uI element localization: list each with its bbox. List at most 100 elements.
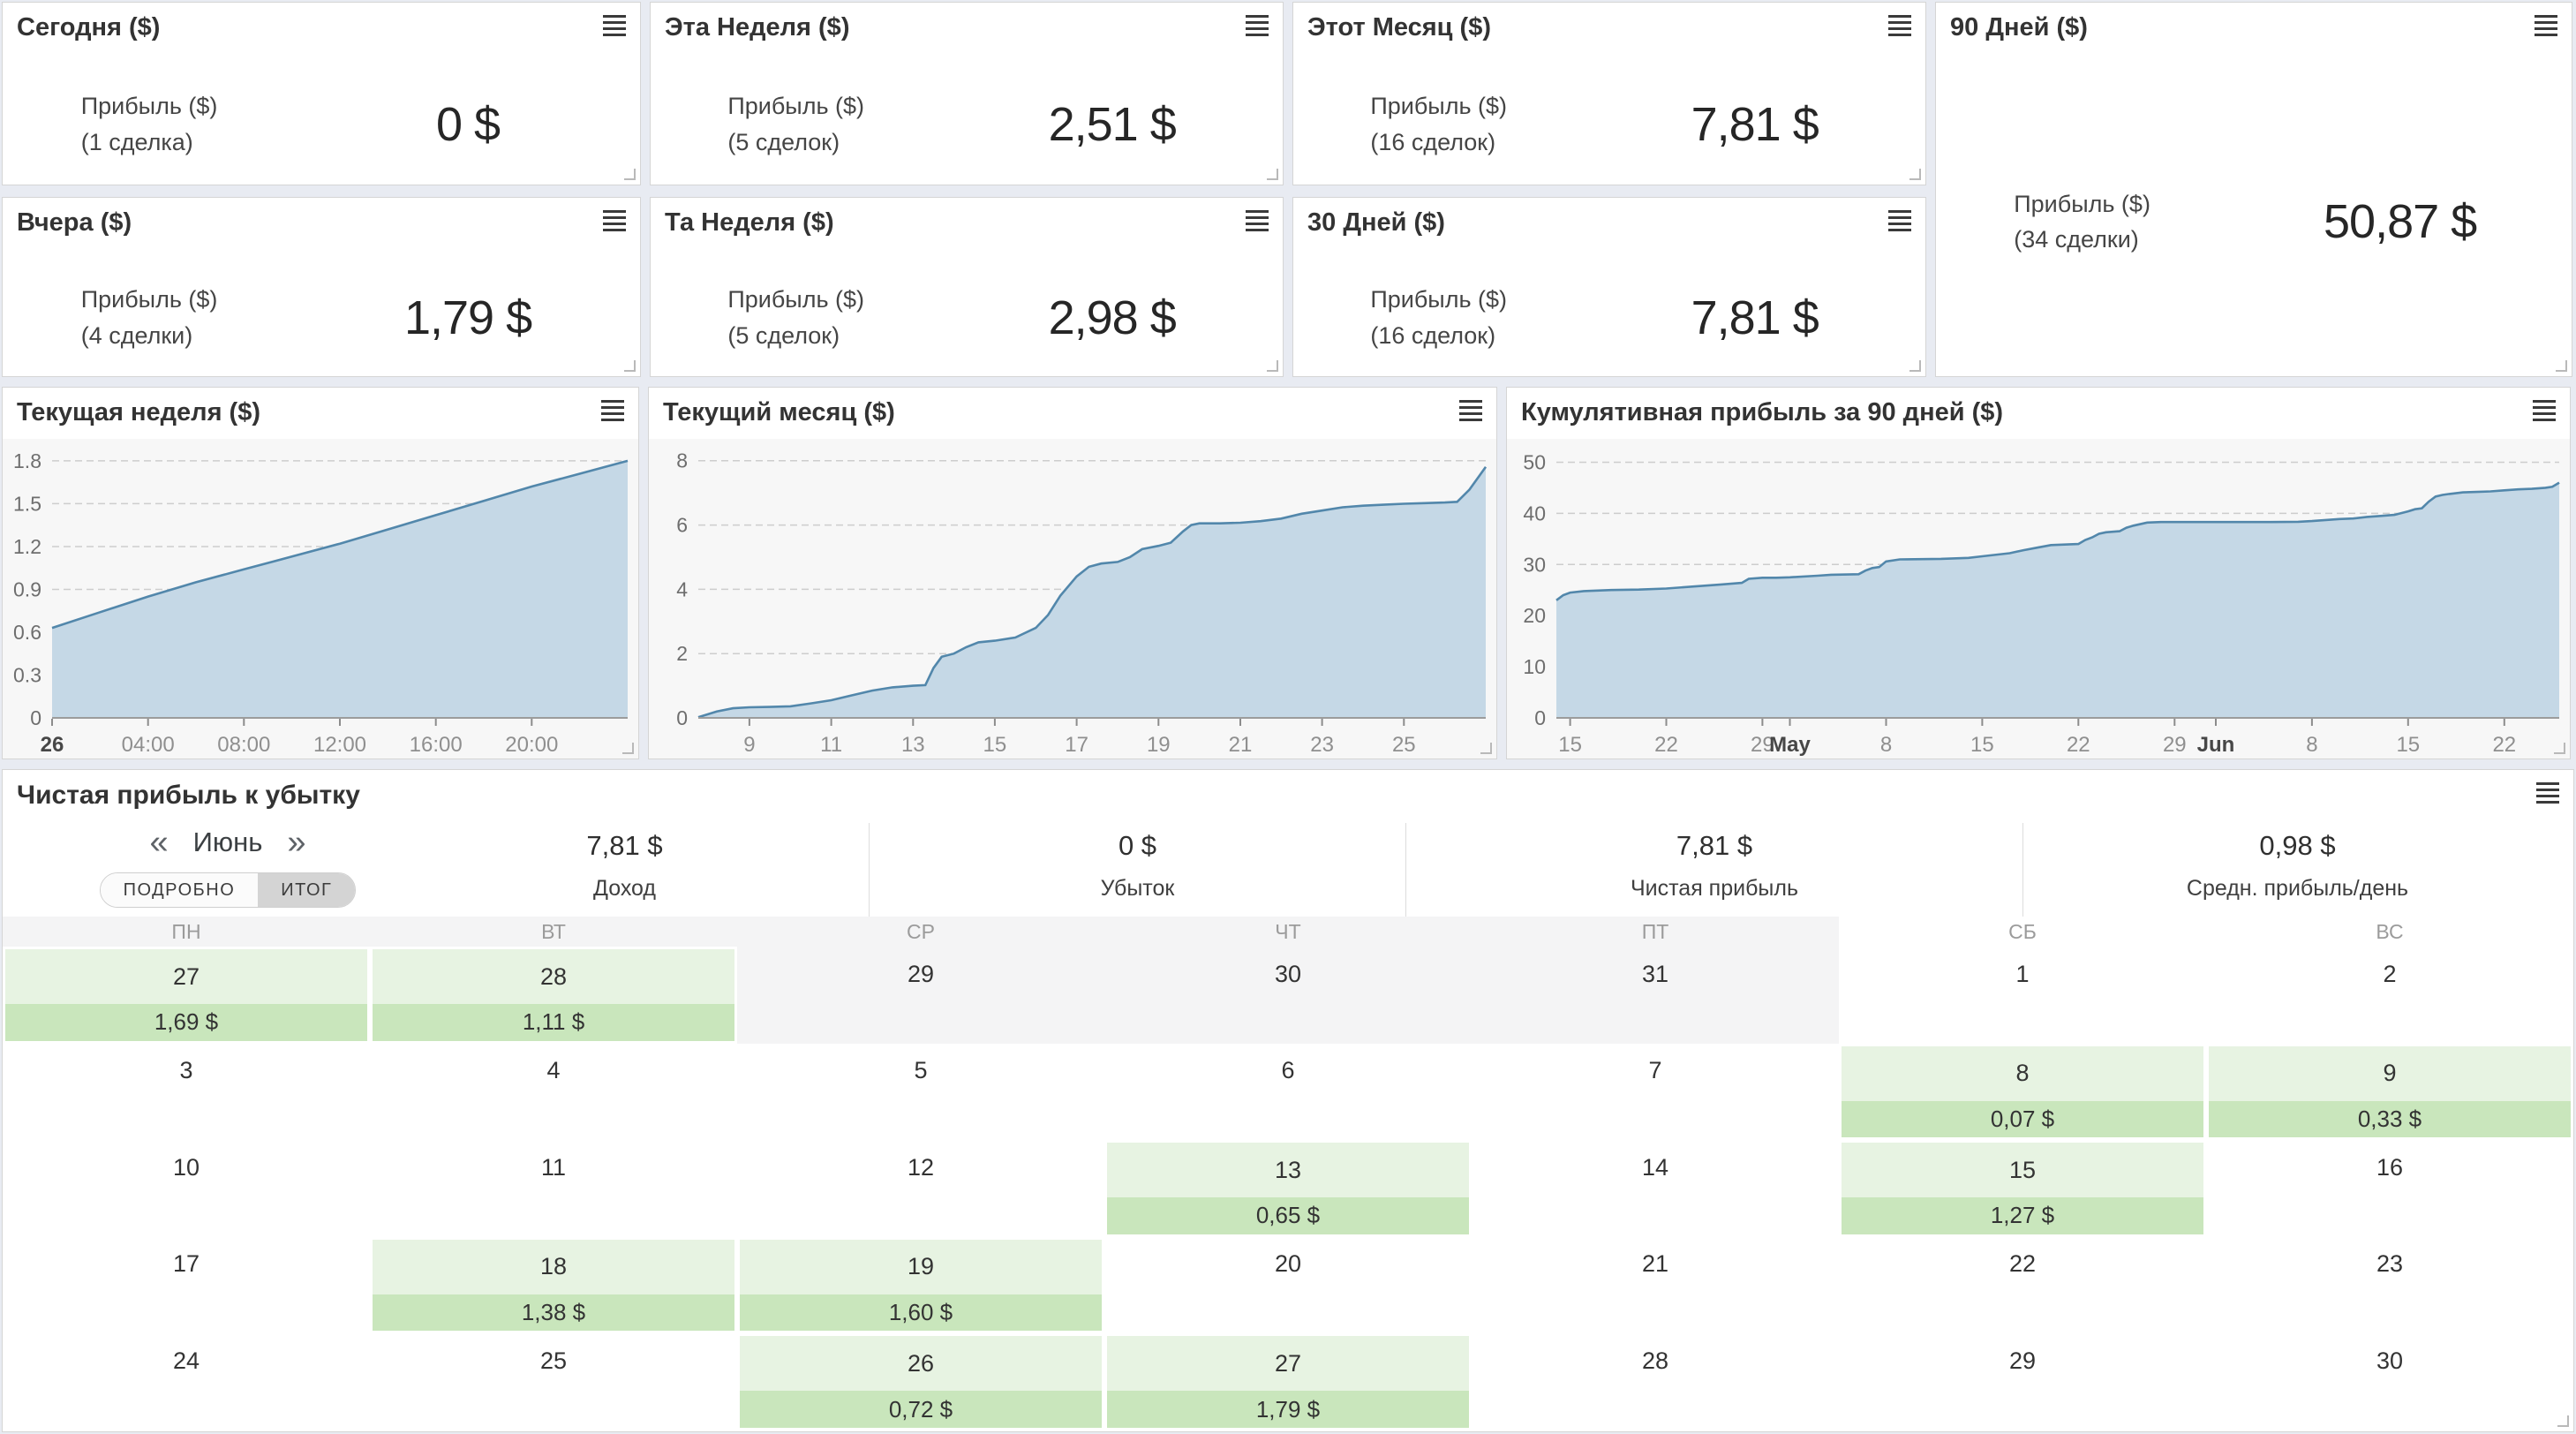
- resize-grip[interactable]: [1909, 360, 1921, 372]
- svg-text:29: 29: [2163, 733, 2187, 757]
- calendar-day-number: 7: [1648, 1057, 1662, 1084]
- metric-label: Прибыль ($) (4 сделки): [81, 282, 218, 353]
- pnl-title: Чистая прибыль к убытку: [17, 781, 360, 810]
- resize-grip[interactable]: [2556, 360, 2567, 372]
- menu-icon[interactable]: [2533, 400, 2556, 421]
- calendar-day-cell: 8 0,07 $: [1839, 1043, 2206, 1141]
- next-month-button[interactable]: »: [287, 824, 306, 861]
- calendar-day-cell: 11: [370, 1140, 737, 1237]
- month-label: Июнь: [192, 826, 263, 857]
- stat-body: Прибыль ($) (16 сделок) 7,81 $: [1293, 238, 1925, 376]
- card-title: 90 Дней ($): [1950, 13, 2088, 42]
- menu-icon[interactable]: [603, 210, 626, 231]
- total-toggle-button[interactable]: ИТОГ: [258, 873, 356, 907]
- svg-text:22: 22: [1654, 733, 1678, 757]
- calendar-day-value: 1,60 $: [740, 1294, 1102, 1332]
- metric-trades: (5 сделок): [727, 128, 840, 155]
- calendar-day-number: 21: [1641, 1250, 1669, 1278]
- resize-grip[interactable]: [1909, 169, 1921, 180]
- metric-value: 0 $: [436, 97, 501, 151]
- calendar-week-row: 27 1,69 $28 1,11 $ 29 30 31 1 2: [3, 947, 2573, 1044]
- menu-icon[interactable]: [1459, 400, 1482, 421]
- calendar-day-value: [3, 1292, 370, 1334]
- menu-icon[interactable]: [2536, 782, 2559, 804]
- resize-grip[interactable]: [624, 360, 636, 372]
- calendar-day-value: 1,11 $: [373, 1004, 734, 1041]
- weekday-label: СР: [737, 917, 1104, 947]
- metric-value: 7,81 $: [1691, 291, 1819, 344]
- svg-text:8: 8: [2306, 733, 2317, 757]
- chart-body: 0 2 4 6 8 9 11 13 15 17 19 21 23 25: [649, 439, 1496, 759]
- svg-text:15: 15: [983, 733, 1007, 757]
- stat-body: Прибыль ($) (5 сделок) 2,51 $: [651, 42, 1283, 185]
- calendar-day-number: 10: [172, 1153, 200, 1181]
- calendar-day-number: 2: [2383, 960, 2397, 987]
- chart-title: Текущая неделя ($): [17, 398, 260, 426]
- stat-card-yesterday: Вчера ($) Прибыль ($) (4 сделки) 1,79 $: [2, 197, 641, 377]
- metric-value: 2,51 $: [1048, 97, 1177, 151]
- calendar-day-value: 1,27 $: [1842, 1197, 2203, 1234]
- weekday-label: ВТ: [370, 917, 737, 947]
- calendar-day-cell: 5: [737, 1044, 1104, 1141]
- calendar-day-cell: 15 1,27 $: [1839, 1140, 2206, 1237]
- stat-label: Средн. прибыль/день: [2186, 876, 2409, 901]
- menu-icon[interactable]: [1888, 15, 1911, 36]
- resize-grip[interactable]: [1480, 743, 1492, 754]
- resize-grip[interactable]: [1267, 360, 1278, 372]
- metric-name: Прибыль ($): [727, 286, 865, 313]
- calendar-day-number: 5: [914, 1057, 928, 1084]
- svg-text:19: 19: [1147, 733, 1171, 757]
- calendar-day-cell: 17: [3, 1237, 370, 1334]
- menu-icon[interactable]: [603, 15, 626, 36]
- menu-icon[interactable]: [2535, 15, 2557, 36]
- chart-card-current-month: Текущий месяц ($) 0 2 4 6 8 9 11 13 15 17 19 21 23 25: [648, 387, 1497, 759]
- resize-grip[interactable]: [624, 169, 636, 180]
- card-title: Сегодня ($): [17, 13, 161, 42]
- metric-trades: (5 сделок): [727, 321, 840, 349]
- menu-icon[interactable]: [601, 400, 624, 421]
- svg-text:26: 26: [41, 733, 64, 757]
- calendar-header-row: ПН ВТ СР ЧТ ПТ СБ ВС: [3, 917, 2573, 947]
- calendar-day-number: 28: [373, 949, 734, 1004]
- calendar-day-number: 27: [1107, 1336, 1469, 1392]
- calendar-day-number: 12: [907, 1153, 935, 1181]
- card-title: Эта Неделя ($): [665, 13, 850, 42]
- stat-loss: 0 $ Убыток: [869, 823, 1405, 917]
- menu-icon[interactable]: [1246, 15, 1269, 36]
- prev-month-button[interactable]: «: [149, 824, 169, 861]
- calendar-day-number: 24: [172, 1347, 200, 1374]
- calendar-day-value: [1472, 1001, 1839, 1044]
- month-nav-row: « Июнь »: [38, 821, 418, 864]
- calendar-day-value: [737, 1001, 1104, 1044]
- menu-icon[interactable]: [1246, 210, 1269, 231]
- stat-card-30-days: 30 Дней ($) Прибыль ($) (16 сделок) 7,81…: [1292, 197, 1926, 377]
- stat-label: Чистая прибыль: [1631, 876, 1798, 901]
- svg-text:8: 8: [1880, 733, 1892, 757]
- calendar-day-value: [2206, 1388, 2573, 1430]
- resize-grip[interactable]: [1267, 169, 1278, 180]
- resize-grip[interactable]: [2557, 1415, 2569, 1427]
- svg-text:8: 8: [676, 449, 688, 472]
- calendar-day-cell: 21: [1472, 1237, 1839, 1334]
- stat-label: Доход: [593, 876, 656, 901]
- resize-grip[interactable]: [2554, 743, 2565, 754]
- detail-toggle-button[interactable]: ПОДРОБНО: [100, 873, 259, 907]
- chart-title: Текущий месяц ($): [663, 398, 895, 426]
- month-navigation: « Июнь » ПОДРОБНО ИТОГ: [38, 821, 418, 908]
- metric-label-wrap: Прибыль ($) (4 сделки): [3, 282, 296, 353]
- svg-text:10: 10: [1523, 655, 1546, 678]
- card-title: Та Неделя ($): [665, 208, 834, 237]
- metric-value: 7,81 $: [1691, 97, 1819, 151]
- resize-grip[interactable]: [622, 743, 634, 754]
- calendar-day-number: 8: [1842, 1045, 2203, 1101]
- metric-label-wrap: Прибыль ($) (1 сделка): [3, 88, 296, 160]
- menu-icon[interactable]: [1888, 210, 1911, 231]
- metric-trades: (4 сделки): [80, 321, 193, 349]
- calendar-day-value: 0,07 $: [1842, 1100, 2203, 1138]
- chart-title: Кумулятивная прибыль за 90 дней ($): [1521, 398, 2004, 426]
- stat-card-90-days: 90 Дней ($) Прибыль ($) (34 сделки) 50,8…: [1935, 2, 2572, 377]
- calendar-day-number: 25: [539, 1347, 568, 1374]
- stat-value: 7,81 $: [586, 830, 663, 861]
- calendar-day-cell: 1: [1839, 947, 2206, 1044]
- calendar-day-number: 17: [172, 1250, 200, 1278]
